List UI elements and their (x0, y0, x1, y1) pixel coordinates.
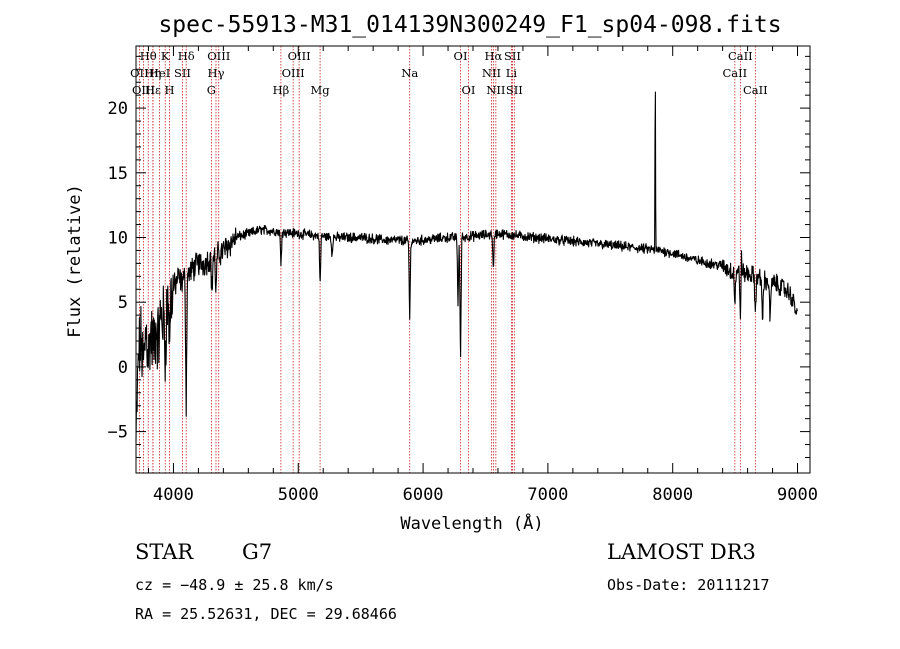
line-label-4: Hη (144, 66, 161, 80)
line-label-15: OIII (288, 49, 311, 63)
y-tick-label-2: 5 (118, 293, 128, 313)
x-tick-label-4: 8000 (652, 485, 693, 505)
line-label-0: OII (130, 66, 149, 80)
x-tick-label-1: 5000 (278, 485, 319, 505)
y-tick-label-0: −5 (108, 423, 128, 443)
line-label-8: SII (174, 66, 191, 80)
line-label-7: H (165, 83, 175, 97)
line-label-3: Hε (145, 83, 161, 97)
obs-date-text: Obs-Date: 20111217 (607, 576, 770, 594)
y-axis-label: Flux (relative) (65, 184, 85, 338)
axis-ticks: 4000 5000 6000 7000 8000 9000 −5 0 5 10 15 20 (108, 46, 818, 505)
line-label-26: CaII (722, 66, 747, 80)
spectral-line-markers (138, 46, 756, 473)
x-axis-label: Wavelength (Å) (400, 512, 543, 534)
x-tick-label-0: 4000 (153, 485, 194, 505)
line-label-5: HeI (149, 66, 170, 80)
coordinates-text: RA = 25.52631, DEC = 29.68466 (135, 605, 397, 623)
line-label-19: OI (462, 83, 476, 97)
line-label-25: SII (506, 83, 523, 97)
y-tick-label-4: 15 (108, 164, 128, 184)
x-tick-label-5: 9000 (777, 485, 818, 505)
line-label-11: Hγ (208, 66, 225, 80)
line-label-17: Na (401, 66, 418, 80)
line-label-2: Hθ (140, 49, 157, 63)
plot-frame (135, 45, 811, 474)
line-label-18: OI (454, 49, 468, 63)
x-tick-label-2: 6000 (403, 485, 444, 505)
object-subclass: G7 (242, 540, 273, 564)
spectrum-line (135, 91, 798, 442)
x-tick-label-3: 7000 (527, 485, 568, 505)
redshift-text: cz = −48.9 ± 25.8 km/s (135, 576, 334, 594)
line-label-24: SII (504, 49, 521, 63)
line-label-21: Hα (484, 49, 502, 63)
line-label-13: Hβ (273, 83, 290, 97)
line-label-22: NII (486, 83, 505, 97)
line-label-14: OIII (282, 66, 305, 80)
survey-name: LAMOST DR3 (607, 540, 756, 564)
line-label-23: Li (506, 66, 518, 80)
line-label-10: G (207, 83, 216, 97)
line-label-9: Hδ (178, 49, 195, 63)
line-label-6: K (161, 49, 170, 63)
line-label-27: CaII (728, 49, 753, 63)
y-tick-label-3: 10 (108, 229, 128, 249)
object-class: STAR (135, 540, 194, 564)
y-tick-label-5: 20 (108, 99, 128, 119)
line-label-20: NII (482, 66, 501, 80)
line-label-1: OIII (132, 83, 155, 97)
y-tick-label-1: 0 (118, 358, 128, 378)
line-label-28: CaII (743, 83, 768, 97)
line-label-12: OIII (207, 49, 230, 63)
chart-title: spec-55913-M31_014139N300249_F1_sp04-098… (158, 12, 781, 38)
line-label-16: Mg (311, 83, 331, 97)
